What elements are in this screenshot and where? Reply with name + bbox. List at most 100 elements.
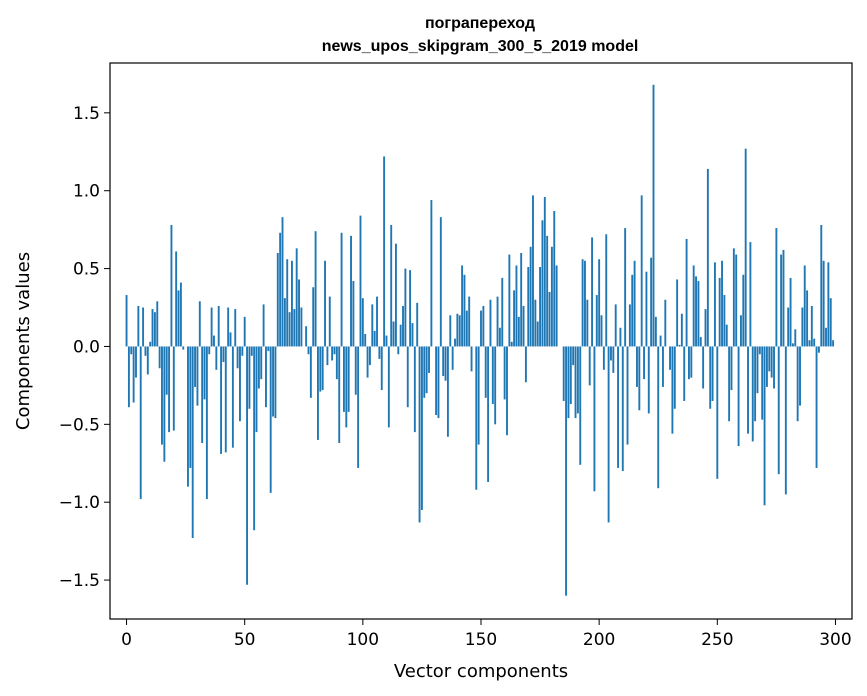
bar-component-253 [723,295,726,347]
bar-component-217 [638,346,641,411]
bar-component-296 [825,327,827,347]
x-axis-label: Vector components [394,661,568,682]
bar-component-155 [491,346,494,405]
bar-component-250 [716,346,719,479]
bar-component-128 [428,346,430,373]
bar-component-70 [291,260,293,347]
bar-component-216 [636,346,638,387]
bar-component-197 [591,237,594,347]
x-tick-label: 100 [347,630,379,650]
bar-component-109 [383,156,386,347]
bar-component-146 [470,346,473,372]
bar-component-91 [340,232,343,347]
bar-component-212 [626,346,629,445]
bar-component-223 [652,84,655,347]
bar-component-174 [536,321,539,347]
bar-component-255 [728,346,731,422]
bar-component-182 [555,265,558,347]
bar-component-92 [343,346,345,412]
bar-component-230 [669,346,671,370]
bar-component-202 [602,346,605,370]
bar-component-64 [276,253,279,347]
plot-frame [109,62,853,620]
bar-component-61 [269,346,272,493]
bar-component-136 [446,346,449,437]
bar-component-97 [354,346,357,395]
bar-component-163 [510,341,513,347]
bar-component-270 [763,346,766,506]
bar-component-188 [569,346,572,405]
bar-component-227 [662,346,664,387]
bar-component-88 [333,346,336,355]
y-tick-label: −1.0 [59,493,100,513]
bar-component-191 [576,346,579,414]
bar-component-39 [217,305,220,347]
bar-component-58 [262,304,265,347]
bar-component-22 [177,290,180,347]
bar-component-84 [324,260,326,347]
bar-component-264 [749,242,752,347]
bar-component-48 [239,346,241,422]
bar-component-219 [643,346,645,380]
bar-component-173 [534,299,537,347]
y-tick-label: −0.5 [59,415,100,435]
bar-component-16 [163,346,166,462]
bar-component-60 [267,346,270,352]
bar-component-186 [565,346,568,596]
bar-component-76 [305,326,308,347]
bar-component-93 [345,346,348,428]
bar-component-5 [137,305,140,347]
bar-component-179 [548,291,551,347]
bar-component-68 [286,259,289,347]
y-tick-label: 1.5 [73,104,100,124]
bar-component-31 [198,301,201,347]
bar-component-38 [215,346,218,370]
bar-component-162 [508,254,511,347]
bar-component-284 [796,346,799,422]
bar-component-248 [711,346,714,401]
bar-component-185 [562,346,565,401]
bar-component-149 [477,346,480,445]
bar-component-159 [501,277,504,347]
bar-component-203 [605,234,608,347]
bar-component-251 [718,277,721,347]
bar-component-245 [704,309,707,347]
bar-component-121 [411,323,414,347]
bar-component-43 [227,307,230,347]
bar-component-104 [371,304,374,347]
bar-component-289 [808,340,811,347]
x-tick-label: 300 [819,630,851,650]
bar-component-115 [397,346,400,355]
bar-component-7 [142,307,145,347]
bar-component-4 [135,346,137,378]
bar-component-279 [784,346,787,495]
bar-component-53 [250,346,253,356]
bar-component-100 [361,298,364,347]
bar-component-20 [172,346,175,431]
bar-component-151 [482,305,485,347]
bar-component-111 [387,346,390,428]
bar-component-298 [829,298,832,347]
bar-component-226 [659,335,662,347]
bar-component-107 [378,346,381,359]
bar-component-180 [550,246,553,347]
bar-component-78 [309,346,312,398]
bar-component-123 [416,302,419,347]
bar-component-213 [628,304,631,347]
bar-component-34 [205,346,208,500]
bar-component-206 [612,346,615,373]
bar-component-40 [220,346,223,454]
bar-component-118 [404,268,407,347]
bar-component-15 [161,346,163,445]
bar-component-196 [588,346,591,386]
bar-component-207 [614,304,617,347]
bar-component-198 [593,346,596,492]
bar-component-297 [827,262,830,347]
bar-component-6 [139,346,142,500]
bar-component-200 [598,259,601,347]
y-tick-label: 0.0 [73,337,100,357]
x-tick-label: 250 [701,630,733,650]
bar-component-241 [695,276,697,347]
bar-component-103 [368,346,371,366]
